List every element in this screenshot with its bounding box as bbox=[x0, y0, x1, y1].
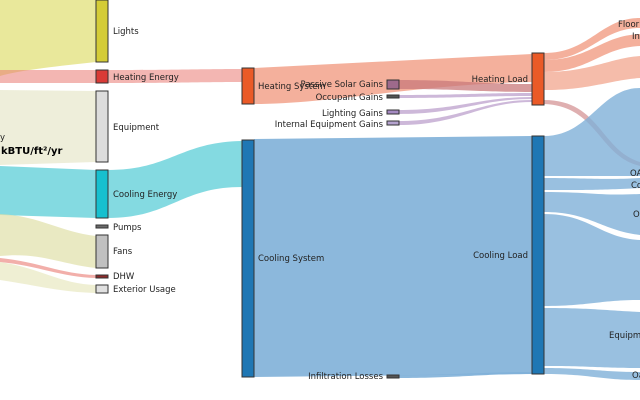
link-into-fans bbox=[0, 214, 96, 268]
label-equipment: Equipment bbox=[113, 123, 160, 133]
link-heating-load-right-2 bbox=[544, 34, 640, 72]
label-right-partial-floor: Floor bbox=[618, 20, 640, 30]
label-heating-system: Heating System bbox=[258, 82, 326, 92]
node-heating-energy[interactable] bbox=[95, 69, 109, 84]
link-into-heating bbox=[0, 70, 96, 83]
label-pumps: Pumps bbox=[113, 223, 142, 233]
node-cooling-system[interactable] bbox=[241, 139, 255, 378]
link-lighting-to-heating-load bbox=[399, 97, 532, 114]
node-occupant-gains[interactable] bbox=[386, 94, 400, 99]
label-infiltration-losses: Infiltration Losses bbox=[308, 372, 384, 382]
link-into-exterior bbox=[0, 262, 96, 293]
node-equipment[interactable] bbox=[95, 90, 109, 163]
label-right-partial-in: In bbox=[632, 32, 640, 42]
link-internal-eq-to-heating-load bbox=[399, 100, 532, 125]
node-dhw[interactable] bbox=[95, 274, 109, 279]
node-lighting-gains[interactable] bbox=[386, 109, 400, 115]
node-fans[interactable] bbox=[95, 234, 109, 269]
link-cooling-system-to-cooling-load bbox=[254, 136, 532, 377]
node-heating-load[interactable] bbox=[531, 52, 545, 106]
node-lights[interactable] bbox=[95, 0, 109, 63]
link-into-lights bbox=[0, 0, 96, 76]
label-right-partial-equipme: Equipme bbox=[609, 331, 640, 341]
label-passive-solar-gains: Passive Solar Gains bbox=[301, 80, 384, 90]
label-cooling-system: Cooling System bbox=[258, 254, 324, 264]
link-heating-energy-to-heating-system bbox=[108, 69, 242, 83]
node-internal-equipment-gains[interactable] bbox=[386, 120, 400, 126]
label-units: kBTU/ft²/yr bbox=[1, 146, 63, 157]
label-right-partial-co: Co bbox=[631, 181, 640, 191]
label-right-partial-oa: OA bbox=[630, 169, 640, 179]
link-cooling-load-right-6 bbox=[544, 368, 640, 380]
node-cooling-energy[interactable] bbox=[95, 169, 109, 219]
link-occupant-to-heating-load bbox=[399, 93, 532, 98]
label-fans: Fans bbox=[113, 247, 133, 257]
link-cooling-load-right-5 bbox=[544, 308, 640, 368]
link-solar-to-heating-load bbox=[399, 80, 532, 92]
link-heating-load-right-3 bbox=[544, 56, 640, 90]
label-heating-energy: Heating Energy bbox=[113, 73, 179, 83]
link-cooling-energy-to-cooling-system bbox=[108, 141, 242, 218]
label-lights: Lights bbox=[113, 27, 139, 37]
node-infiltration-losses[interactable] bbox=[386, 374, 400, 379]
label-occupant-gains: Occupant Gains bbox=[316, 93, 384, 103]
link-into-dhw bbox=[0, 258, 96, 278]
link-cooling-load-right-3 bbox=[544, 192, 640, 235]
node-exterior-usage[interactable] bbox=[95, 284, 109, 294]
node-heating-system[interactable] bbox=[241, 67, 255, 105]
node-passive-solar-gains[interactable] bbox=[386, 79, 400, 90]
link-cooling-load-right-1 bbox=[544, 88, 640, 176]
link-into-cooling bbox=[0, 166, 96, 218]
label-right-partial-o: O bbox=[633, 210, 640, 220]
label-heating-load: Heating Load bbox=[472, 75, 528, 85]
link-into-equipment bbox=[0, 90, 96, 165]
label-right-partial-oa2: Oa bbox=[632, 371, 640, 381]
label-left-partial-1: y bbox=[0, 133, 5, 143]
link-infiltration-to-cooling-load bbox=[399, 372, 532, 378]
label-exterior-usage: Exterior Usage bbox=[113, 285, 176, 295]
label-cooling-energy: Cooling Energy bbox=[113, 190, 177, 200]
link-cooling-load-right-2 bbox=[544, 178, 640, 190]
link-heating-load-right-1 bbox=[544, 18, 640, 60]
link-heating-system-to-heating-load bbox=[254, 54, 532, 104]
label-lighting-gains: Lighting Gains bbox=[322, 109, 384, 119]
label-internal-equipment-gains: Internal Equipment Gains bbox=[275, 120, 384, 130]
link-cooling-load-right-4 bbox=[544, 214, 640, 306]
label-dhw: DHW bbox=[113, 272, 135, 282]
label-cooling-load: Cooling Load bbox=[473, 251, 528, 261]
node-cooling-load[interactable] bbox=[531, 135, 545, 375]
node-pumps[interactable] bbox=[95, 224, 109, 229]
